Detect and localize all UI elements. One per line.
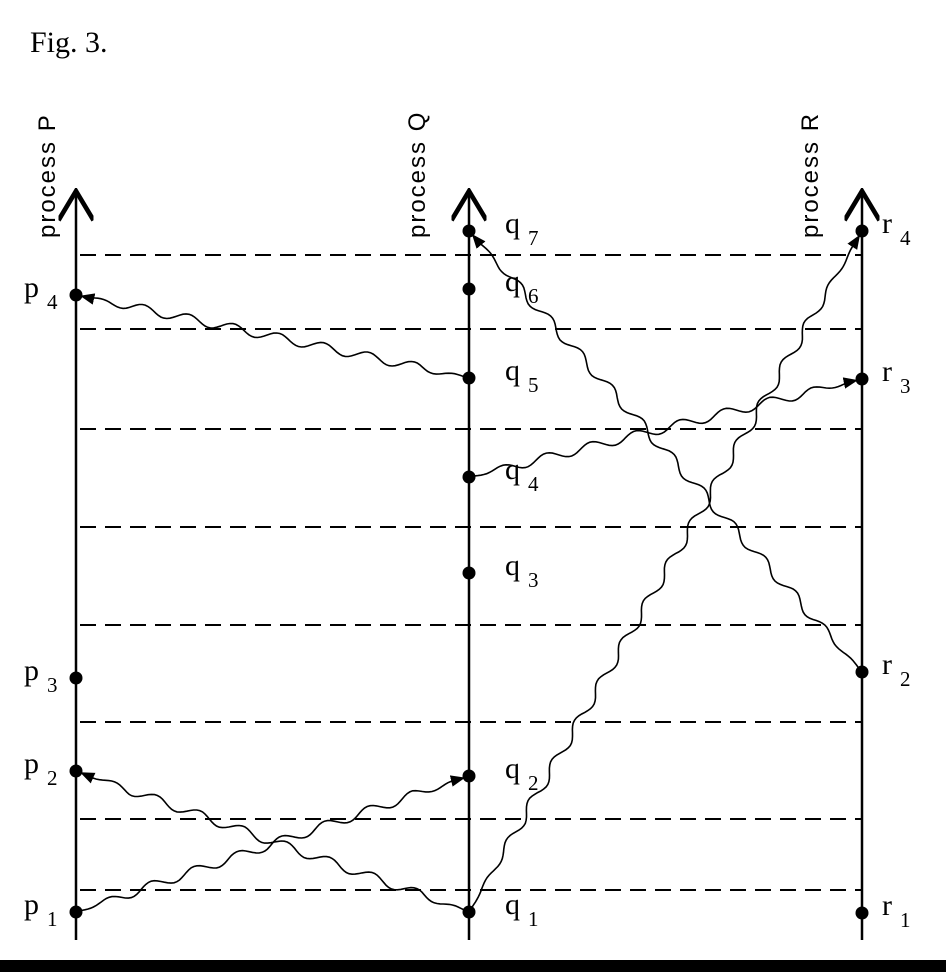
- event-dot-q5: [462, 371, 476, 385]
- process-label-q: process Q: [404, 111, 431, 238]
- event-dot-p3: [69, 671, 83, 685]
- event-dot-q3: [462, 566, 476, 580]
- message-arrows: [75, 233, 863, 913]
- event-dot-p2: [69, 764, 83, 778]
- event-dot-p1: [69, 905, 83, 919]
- event-dot-q1: [462, 905, 476, 919]
- figure-title: Fig. 3.: [30, 26, 108, 59]
- event-dot-q4: [462, 470, 476, 484]
- message-q1-to-r4: [468, 234, 861, 913]
- message-q1-to-p2: [79, 772, 470, 913]
- event-dot-q2: [462, 769, 476, 783]
- event-dot-q7: [462, 224, 476, 238]
- event-dot-r2: [855, 665, 869, 679]
- process-label-r: process R: [797, 112, 824, 238]
- event-dot-r1: [855, 906, 869, 920]
- event-dot-q6: [462, 282, 476, 296]
- event-dot-r4: [855, 224, 869, 238]
- process-labels: process P process Q process R: [34, 111, 824, 238]
- message-q4-to-r3: [468, 377, 859, 478]
- message-r2-to-q7: [471, 233, 863, 673]
- process-label-p: process P: [34, 113, 61, 238]
- bottom-border-bar: [0, 960, 946, 972]
- events: p 1 p 2 p 3 p 4 q 1 q 2 q 3 q 4 q 5 q 6 q 7 r 1 r 2 r 3 r 4: [24, 207, 911, 932]
- event-dot-p4: [69, 288, 83, 302]
- message-p1-to-q2: [75, 775, 466, 913]
- message-q5-to-p4: [79, 293, 470, 379]
- event-dot-r3: [855, 372, 869, 386]
